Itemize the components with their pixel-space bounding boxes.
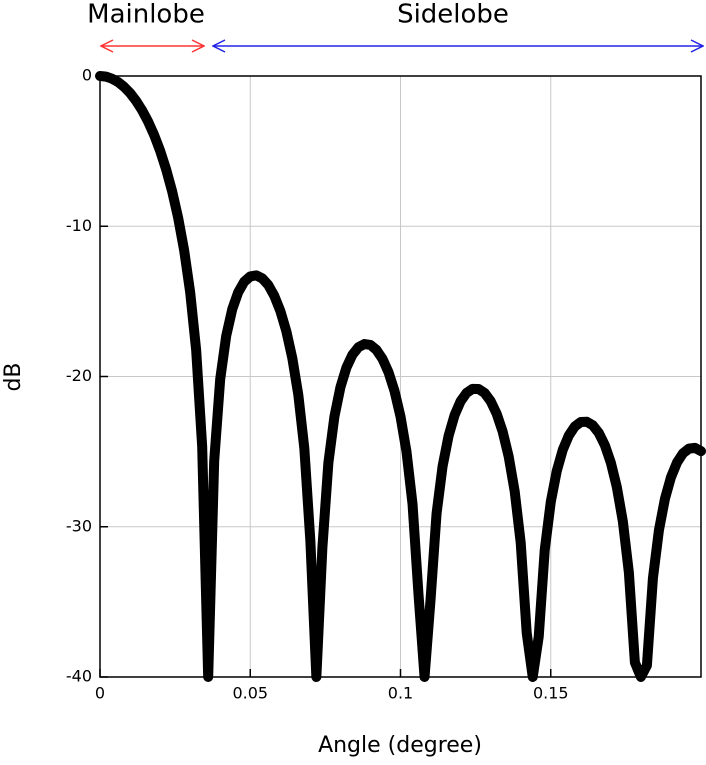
y-tick-label: -40: [66, 667, 92, 686]
x-tick-label: 0.05: [232, 684, 268, 703]
x-tick-label: 0.15: [533, 684, 569, 703]
annotation-text: Sidelobe: [397, 0, 509, 30]
plot-frame: [99, 75, 702, 678]
y-tick-label: -20: [66, 366, 92, 385]
x-axis-title: Angle (degree): [318, 733, 482, 758]
y-tick-label: 0: [82, 66, 92, 85]
data-line: [95, 71, 706, 682]
y-axis-title: dB: [1, 362, 26, 391]
y-tick-label: -10: [66, 216, 92, 235]
annotation-text: Mainlobe: [87, 0, 205, 30]
x-tick-label: 0.1: [388, 684, 413, 703]
x-tick-label: 0: [95, 684, 105, 703]
y-tick-label: -30: [66, 516, 92, 535]
